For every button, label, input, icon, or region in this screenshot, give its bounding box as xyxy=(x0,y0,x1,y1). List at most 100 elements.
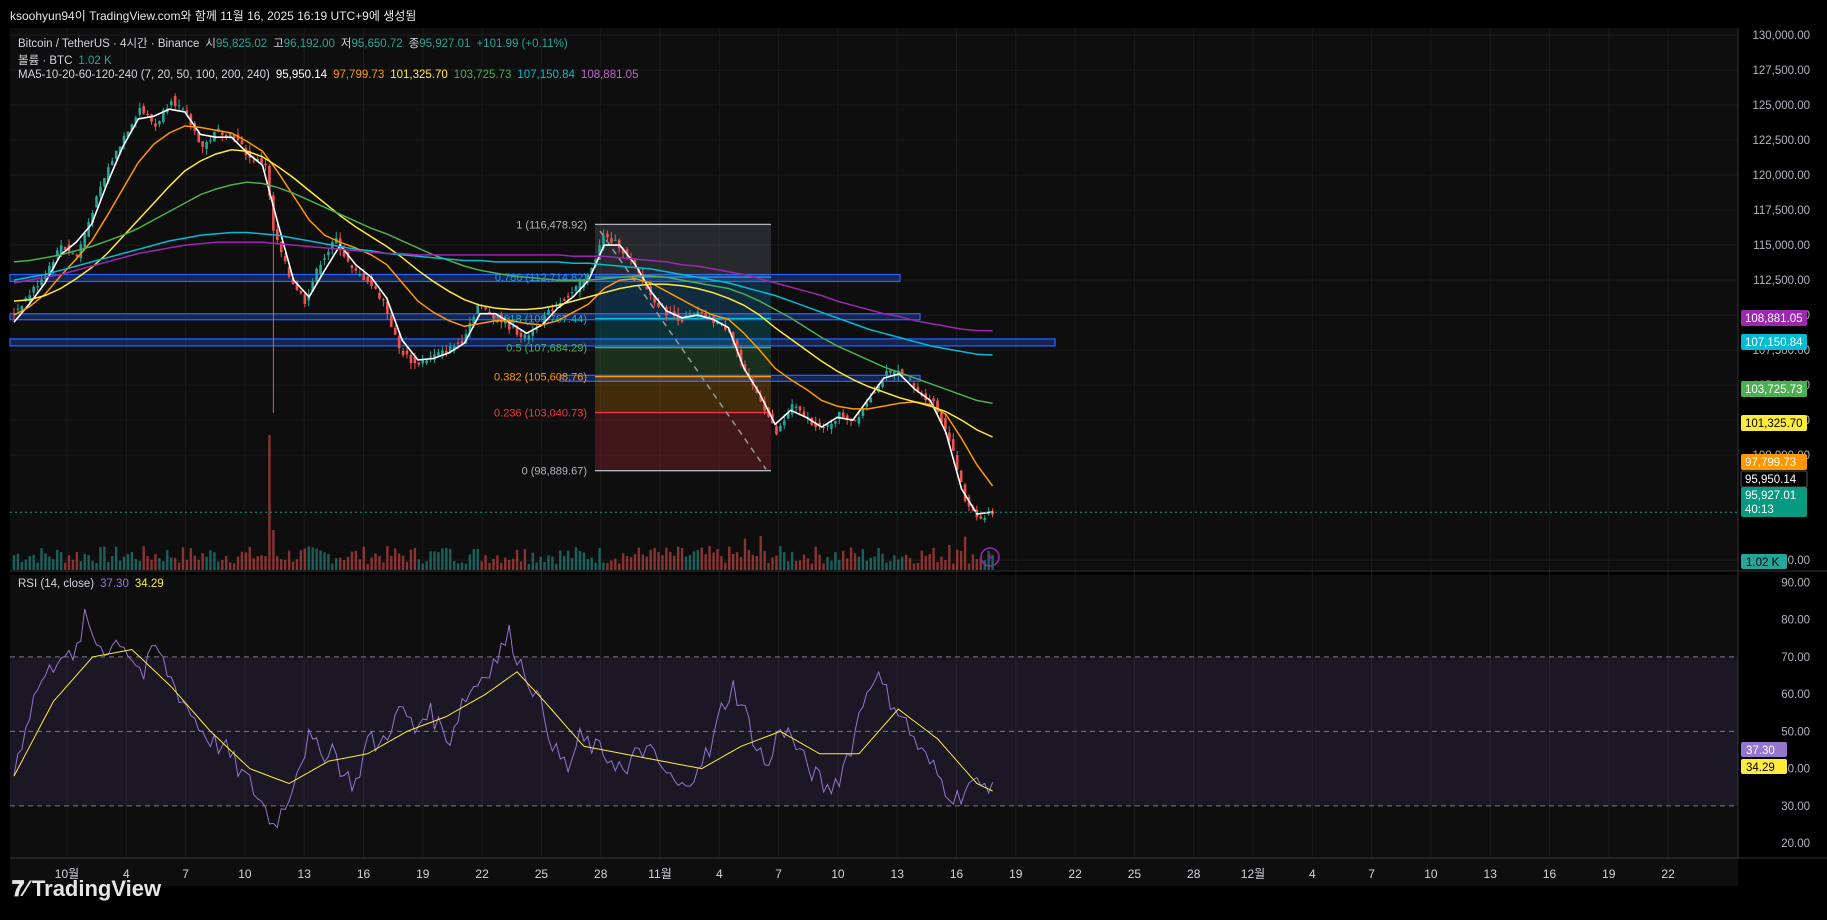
volume-bar xyxy=(40,548,43,570)
volume-bar xyxy=(649,549,652,570)
candle-body xyxy=(515,326,519,335)
volume-bar xyxy=(594,562,597,570)
candle-body xyxy=(877,383,880,392)
candle-body xyxy=(830,423,833,429)
candle-body xyxy=(122,135,126,144)
volume-bar xyxy=(20,561,24,570)
volume-bar xyxy=(755,556,758,570)
time-axis-label: 10월 xyxy=(55,867,79,881)
volume-bar xyxy=(476,548,479,570)
volume-bar xyxy=(150,559,153,570)
volume-bar xyxy=(869,557,872,570)
candle-body xyxy=(519,333,523,337)
candle-body xyxy=(114,150,118,159)
volume-bar xyxy=(405,561,409,570)
volume-bar xyxy=(134,558,138,570)
ma-line-20 xyxy=(13,125,994,487)
candle-body xyxy=(173,96,177,106)
volume-bar xyxy=(67,555,71,570)
volume-bar xyxy=(669,551,672,570)
candle-body xyxy=(12,313,16,315)
volume-bar xyxy=(818,554,821,570)
volume-bar xyxy=(91,560,94,570)
candle-body xyxy=(889,370,892,373)
volume-bar xyxy=(327,554,330,570)
volume-bar xyxy=(979,557,982,570)
volume-bar xyxy=(916,562,920,570)
time-axis-label: 16 xyxy=(1543,867,1557,881)
volume-bar xyxy=(56,549,59,570)
candle-body xyxy=(130,124,134,131)
lightning-icon xyxy=(980,547,1000,567)
volume-bar xyxy=(181,547,185,570)
volume-bar xyxy=(676,546,680,570)
candle-body xyxy=(527,335,531,340)
volume-bar xyxy=(366,563,369,570)
legend-ma-100: 103,725.73 xyxy=(453,69,512,81)
volume-bar xyxy=(193,555,196,570)
candle-body xyxy=(488,311,491,314)
volume-bar xyxy=(633,554,637,570)
candle-body xyxy=(574,286,578,291)
candle-body xyxy=(110,161,114,165)
volume-bar xyxy=(228,562,232,570)
rsi-axis-label: 40.00 xyxy=(1781,764,1810,776)
volume-bar xyxy=(323,552,326,570)
candle-body xyxy=(63,246,67,250)
volume-bar xyxy=(975,558,979,570)
candle-body xyxy=(48,265,51,273)
candle-body xyxy=(743,364,747,371)
volume-bar xyxy=(543,562,546,570)
volume-bar xyxy=(798,560,802,570)
legend-high-label: 고 xyxy=(273,38,284,50)
volume-bar xyxy=(225,555,228,570)
candle-body xyxy=(543,316,546,325)
tradingview-logo[interactable]: 𝟕⁄ TradingView xyxy=(12,876,161,902)
ma-line-100 xyxy=(13,181,993,405)
volume-bar xyxy=(559,550,562,570)
volume-bar xyxy=(637,547,641,570)
volume-bar xyxy=(201,553,204,570)
candle-body xyxy=(869,397,873,403)
candle-body xyxy=(763,401,766,411)
candle-body xyxy=(197,132,201,143)
volume-bar xyxy=(735,552,739,570)
volume-bar xyxy=(779,546,782,570)
candle-body xyxy=(52,261,55,269)
candle-body xyxy=(570,292,574,294)
candle-body xyxy=(496,317,499,319)
price-axis-label: 112,500.00 xyxy=(1753,275,1810,287)
volume-bar xyxy=(625,556,629,570)
volume-bar xyxy=(956,549,959,570)
time-axis-label: 22 xyxy=(475,867,489,881)
rsi-axis-label: 80.00 xyxy=(1781,615,1810,627)
volume-bar xyxy=(570,557,574,570)
candle-body xyxy=(657,302,660,307)
volume-bar xyxy=(460,562,464,570)
price-pane xyxy=(10,28,1738,570)
candle-body xyxy=(374,286,377,289)
candle-body xyxy=(645,284,649,290)
candle-body xyxy=(759,395,762,402)
fib-trend-line xyxy=(599,230,767,470)
volume-bar xyxy=(130,551,134,570)
candle-body xyxy=(900,369,904,375)
candle-body xyxy=(32,286,35,293)
candle-body xyxy=(138,108,142,115)
candle-body xyxy=(79,244,83,259)
candle-body xyxy=(370,277,373,286)
volume-bar xyxy=(291,561,295,570)
volume-bar xyxy=(350,551,354,570)
volume-bar xyxy=(146,555,149,570)
candle-body xyxy=(716,322,719,324)
volume-bar xyxy=(162,561,165,570)
volume-bar xyxy=(767,563,770,570)
legend-rsi: RSI (14, close) 37.30 34.29 xyxy=(18,578,170,590)
volume-bar xyxy=(303,548,307,570)
volume-bar xyxy=(614,558,617,570)
volume-bar xyxy=(354,550,358,570)
price-tag xyxy=(1741,334,1807,350)
volume-bar xyxy=(606,562,609,570)
volume-bar xyxy=(743,538,747,570)
